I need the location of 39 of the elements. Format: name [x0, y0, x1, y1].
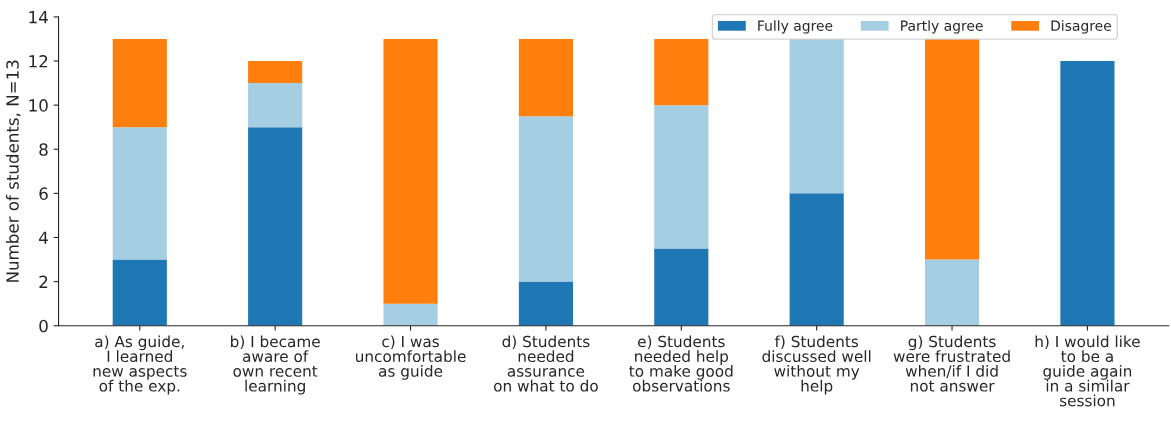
bar [518, 116, 573, 282]
bar [112, 259, 167, 326]
bar [112, 38, 167, 128]
y-tick-label: 10 [29, 99, 48, 112]
bar [383, 303, 438, 326]
bar [112, 127, 167, 260]
bar [654, 105, 709, 249]
bar [248, 83, 303, 128]
bar [924, 38, 980, 260]
bar [924, 259, 980, 326]
bar [248, 61, 303, 84]
y-tick-label: 4 [39, 231, 48, 244]
x-tick-label: a) As guide, I learned new aspects of the exp. [93, 335, 187, 395]
y-tick-label: 0 [39, 319, 48, 333]
x-tick-label: h) I would like to be a guide again in a similar session [1035, 335, 1140, 407]
bar [518, 281, 573, 326]
bar [248, 127, 303, 326]
x-tick-label: c) I was uncomfortable as guide [355, 335, 466, 380]
bar [383, 38, 438, 304]
y-tick-label: 14 [29, 11, 48, 24]
y-tick-label: 8 [39, 143, 48, 156]
y-tick-label: 2 [39, 275, 48, 288]
bar [518, 38, 573, 117]
x-tick-label: f) Students discussed well without my help [762, 335, 871, 395]
legend-label: Disagree [1051, 20, 1112, 34]
bar [654, 248, 709, 326]
bar [654, 38, 709, 106]
y-axis-title: Number of students, N=13 [5, 60, 21, 282]
legend-label: Fully agree [758, 20, 833, 34]
legend-label: Partly agree [901, 20, 983, 34]
y-tick-label: 12 [29, 55, 48, 68]
bar [789, 193, 844, 326]
x-tick-label: b) I became aware of own recent learning [231, 335, 320, 395]
x-tick-label: g) Students were frustrated when/if I did not answer [893, 335, 1010, 392]
bar [789, 38, 844, 194]
x-tick-label: e) Students needed help to make good observations [629, 335, 733, 392]
x-tick-label: d) Students needed assurance on what to do [494, 335, 598, 392]
bar [1060, 61, 1115, 326]
y-tick-label: 6 [39, 187, 48, 200]
